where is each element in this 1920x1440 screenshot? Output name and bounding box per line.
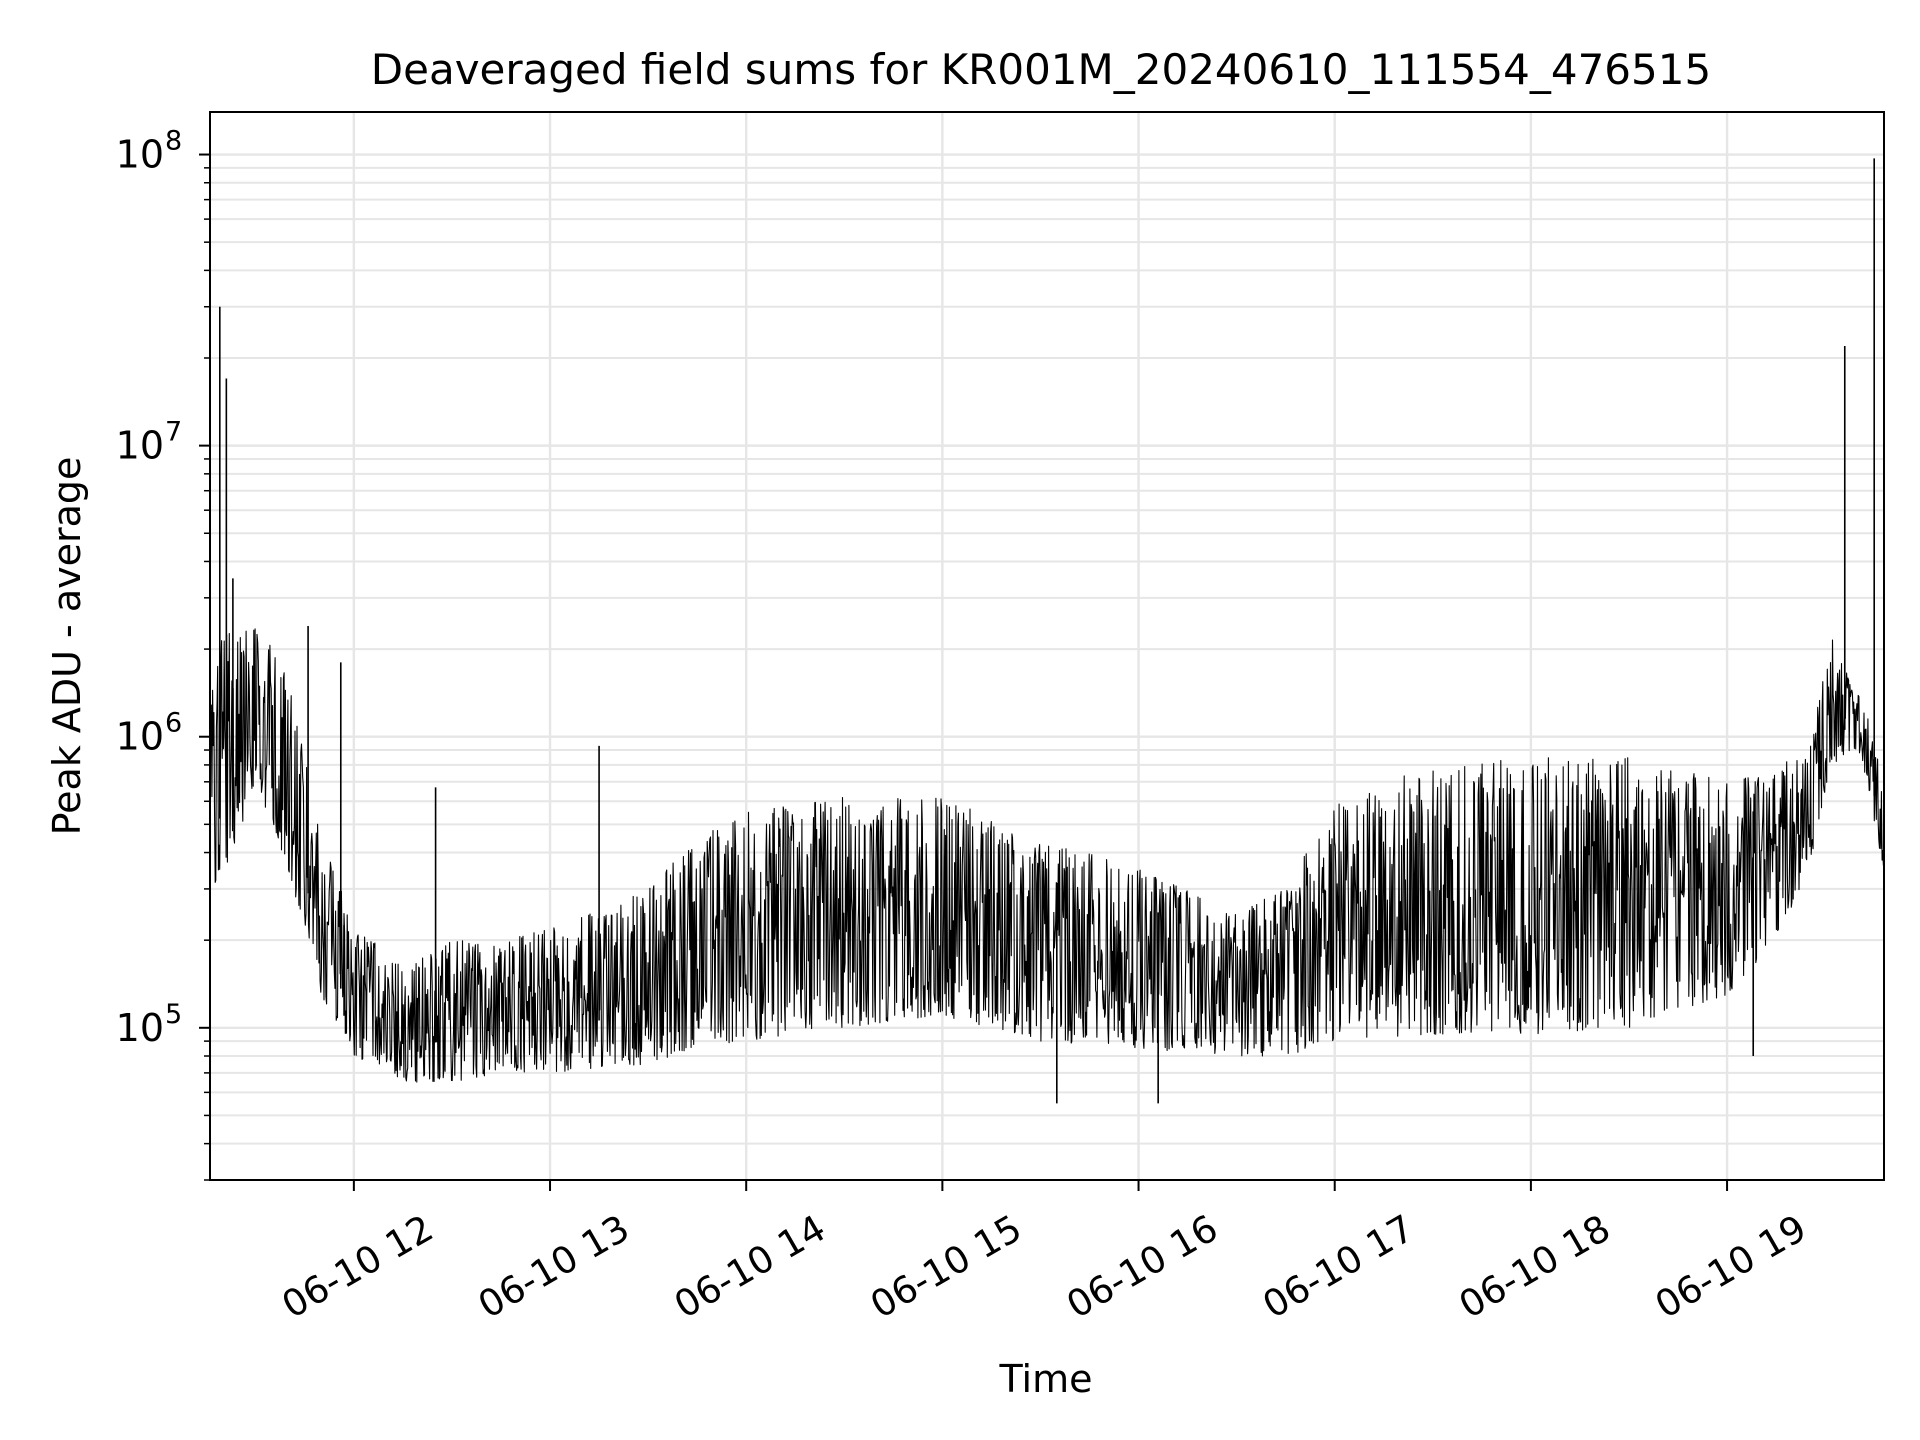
y-tick-exponent: 5 xyxy=(165,999,182,1030)
y-tick-label: 10 xyxy=(116,424,164,468)
y-tick-label: 10 xyxy=(116,1006,164,1050)
y-tick-exponent: 6 xyxy=(165,708,182,739)
x-tick-label: 06-10 14 xyxy=(667,1207,833,1327)
x-axis: 06-10 12 06-10 13 06-10 14 06-10 15 06-10 16… xyxy=(275,1180,1814,1327)
x-tick-label: 06-10 13 xyxy=(471,1207,637,1327)
chart-title: Deaveraged field sums for KR001M_2024061… xyxy=(371,45,1711,94)
y-axis-label: Peak ADU - average xyxy=(45,457,89,836)
plot-frame xyxy=(209,111,1885,1181)
x-tick-label: 06-10 15 xyxy=(863,1207,1029,1327)
x-axis-label: Time xyxy=(999,1357,1093,1401)
x-tick-label: 06-10 17 xyxy=(1256,1207,1422,1327)
y-tick-label: 10 xyxy=(116,133,164,177)
y-tick-exponent: 7 xyxy=(165,417,182,448)
x-tick-label: 06-10 16 xyxy=(1059,1207,1225,1327)
series-line xyxy=(209,628,1885,1083)
x-tick-label: 06-10 12 xyxy=(275,1207,441,1327)
x-tick-label: 06-10 18 xyxy=(1452,1207,1618,1327)
series-layer xyxy=(209,158,1885,1104)
x-tick-label: 06-10 19 xyxy=(1648,1207,1814,1327)
y-tick-exponent: 8 xyxy=(165,126,182,157)
y-tick-label: 10 xyxy=(116,715,164,759)
